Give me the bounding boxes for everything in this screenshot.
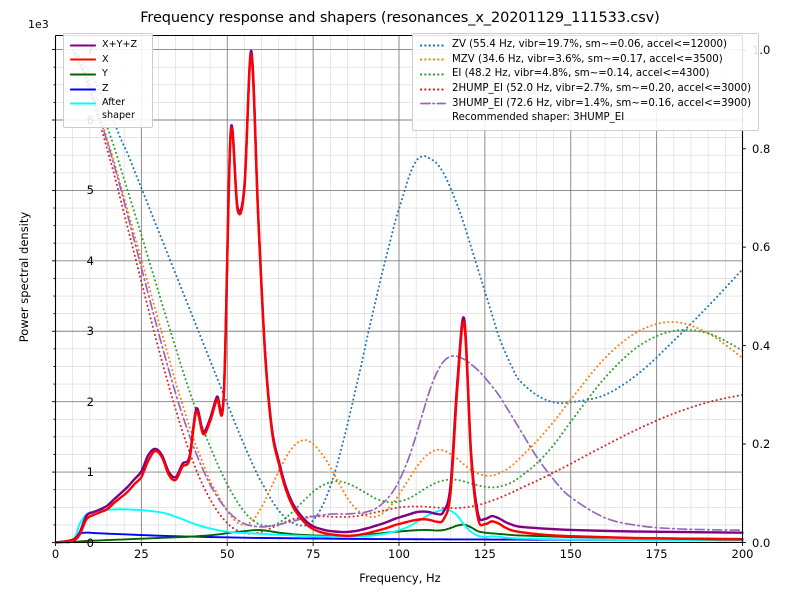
- y-tick-label-right: 0.2: [752, 437, 771, 452]
- x-tick-label: 125: [473, 547, 496, 561]
- y-tick-label-left: 1: [86, 465, 94, 480]
- legend-item[interactable]: X: [70, 53, 146, 68]
- x-tick-label: 50: [219, 547, 235, 561]
- recommended-shaper-note: Recommended shaper: 3HUMP_EI: [420, 111, 751, 125]
- legend-item[interactable]: MZV (34.6 Hz, vibr=3.6%, sm~=0.17, accel…: [420, 53, 751, 68]
- legend-item-label: X+Y+Z: [102, 39, 138, 51]
- series-after-shaper: [54, 508, 744, 544]
- legend-item-label: 3HUMP_EI (72.6 Hz, vibr=1.4%, sm~=0.16, …: [452, 97, 752, 109]
- legend-line-swatch-icon: [420, 84, 446, 95]
- legend-line-swatch-icon: [70, 98, 96, 109]
- y-tick-label-left: 4: [86, 253, 94, 268]
- y-tick-label-right: 0.4: [752, 338, 771, 353]
- legend-item[interactable]: Z: [70, 82, 146, 97]
- y-axis-left-label: Power spectral density: [17, 211, 31, 343]
- legend-item-label: Y: [102, 68, 108, 80]
- legend-item-label: 2HUMP_EI (52.0 Hz, vibr=2.7%, sm~=0.20, …: [452, 83, 752, 95]
- x-tick-label: 25: [134, 547, 149, 561]
- legend-item[interactable]: 2HUMP_EI (52.0 Hz, vibr=2.7%, sm~=0.20, …: [420, 82, 751, 97]
- series-2hump-ei: [71, 49, 744, 535]
- y-tick-label-left: 5: [86, 183, 94, 198]
- x-tick-label: 200: [731, 547, 754, 561]
- y-axis-exponent-label: 1e3: [28, 18, 49, 31]
- legend-line-swatch-icon: [420, 98, 446, 109]
- data-curves: [54, 49, 744, 544]
- x-tick-label: 100: [388, 547, 410, 561]
- chart-title: Frequency response and shapers (resonanc…: [140, 10, 660, 26]
- legend-item-label: EI (48.2 Hz, vibr=4.8%, sm~=0.14, accel<…: [452, 68, 710, 80]
- legend-item-label: After shaper: [102, 97, 135, 122]
- y-tick-label-left: 2: [86, 394, 94, 409]
- x-tick-label: 175: [645, 547, 668, 561]
- legend-line-swatch-icon: [70, 54, 96, 65]
- legend-item[interactable]: EI (48.2 Hz, vibr=4.8%, sm~=0.14, accel<…: [420, 67, 751, 82]
- y-tick-label-right: 0.6: [752, 240, 771, 255]
- series-x: [54, 53, 744, 544]
- legend-item-label: ZV (55.4 Hz, vibr=19.7%, sm~=0.06, accel…: [452, 39, 727, 51]
- legend-shapers: ZV (55.4 Hz, vibr=19.7%, sm~=0.06, accel…: [412, 33, 760, 131]
- series-ei: [71, 49, 744, 528]
- legend-line-swatch-icon: [70, 40, 96, 51]
- x-tick-label: 0: [51, 547, 60, 561]
- x-tick-label: 150: [559, 547, 582, 561]
- legend-item-label: MZV (34.6 Hz, vibr=3.6%, sm~=0.17, accel…: [452, 53, 723, 65]
- legend-item-label: Z: [102, 83, 109, 95]
- series-zv: [71, 49, 744, 527]
- x-axis-label: Frequency, Hz: [359, 571, 441, 585]
- recommended-shaper-label: Recommended shaper: 3HUMP_EI: [452, 111, 625, 123]
- series-3hump-ei: [71, 49, 744, 532]
- legend-item[interactable]: ZV (55.4 Hz, vibr=19.7%, sm~=0.06, accel…: [420, 38, 751, 53]
- legend-line-swatch-icon: [420, 40, 446, 51]
- y-tick-label-left: 3: [86, 324, 94, 339]
- legend-item[interactable]: 3HUMP_EI (72.6 Hz, vibr=1.4%, sm~=0.16, …: [420, 96, 751, 111]
- y-tick-label-right: 0.8: [752, 141, 771, 156]
- legend-item[interactable]: Y: [70, 67, 146, 82]
- series-mzv: [71, 49, 744, 526]
- legend-item[interactable]: After shaper: [70, 96, 146, 122]
- legend-line-swatch-icon: [420, 69, 446, 80]
- legend-line-swatch-icon: [70, 84, 96, 95]
- legend-item-label: X: [102, 53, 109, 65]
- legend-item[interactable]: X+Y+Z: [70, 38, 146, 53]
- legend-line-swatch-icon: [70, 69, 96, 80]
- legend-axes: X+Y+Z X Y Z After shaper: [63, 33, 153, 129]
- series-z: [54, 531, 744, 544]
- legend-line-swatch-icon: [420, 54, 446, 65]
- y-tick-label-right: 0.0: [752, 535, 771, 550]
- x-tick-label: 75: [305, 547, 321, 561]
- y-tick-label-left: 0: [86, 535, 94, 550]
- series-x-y-z: [54, 49, 744, 544]
